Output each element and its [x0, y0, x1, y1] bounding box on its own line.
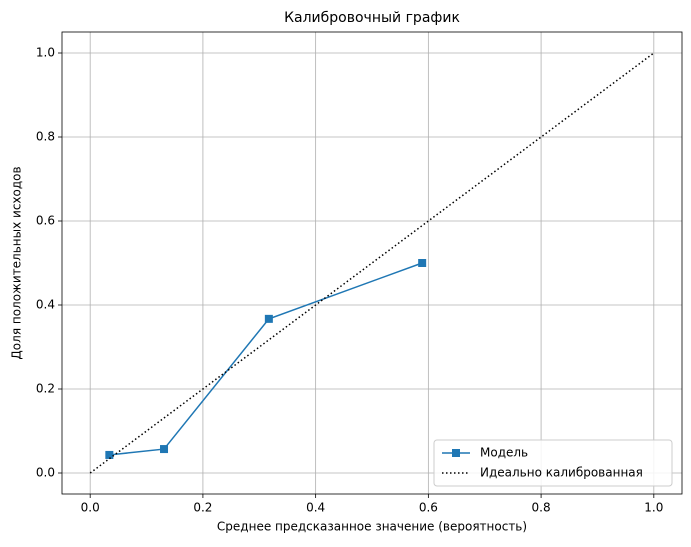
- series-line: [89, 52, 655, 474]
- x-axis-label: Среднее предсказанное значение (вероятно…: [217, 520, 527, 534]
- x-tick-label: 0.6: [419, 501, 438, 515]
- y-tick-label: 0.2: [36, 382, 55, 396]
- x-tick-label: 0.8: [532, 501, 551, 515]
- data-point: [105, 450, 114, 459]
- chart-title: Калибровочный график: [284, 10, 460, 26]
- legend-label: Модель: [480, 446, 528, 460]
- data-point: [418, 259, 427, 267]
- legend-label: Идеально калиброванная: [480, 466, 643, 480]
- legend: Модель Идеально калиброванная: [433, 439, 673, 487]
- x-tick-label: 0.2: [193, 501, 212, 515]
- data-point: [264, 314, 273, 323]
- y-tick-label: 0.6: [36, 214, 55, 228]
- x-tick-label: 1.0: [644, 501, 663, 515]
- y-tick-label: 0.0: [36, 466, 55, 480]
- y-axis-label: Доля положительных исходов: [10, 166, 24, 359]
- y-tick-label: 0.8: [36, 130, 55, 144]
- y-tick-label: 1.0: [36, 46, 55, 60]
- data-point: [160, 445, 169, 454]
- series-line: [109, 262, 423, 456]
- plot-frame: [61, 31, 683, 495]
- x-tick-label: 0.4: [306, 501, 325, 515]
- x-tick-label: 0.0: [81, 501, 100, 515]
- legend-marker: [452, 449, 460, 457]
- legend-box: [433, 439, 673, 487]
- y-tick-label: 0.4: [36, 298, 55, 312]
